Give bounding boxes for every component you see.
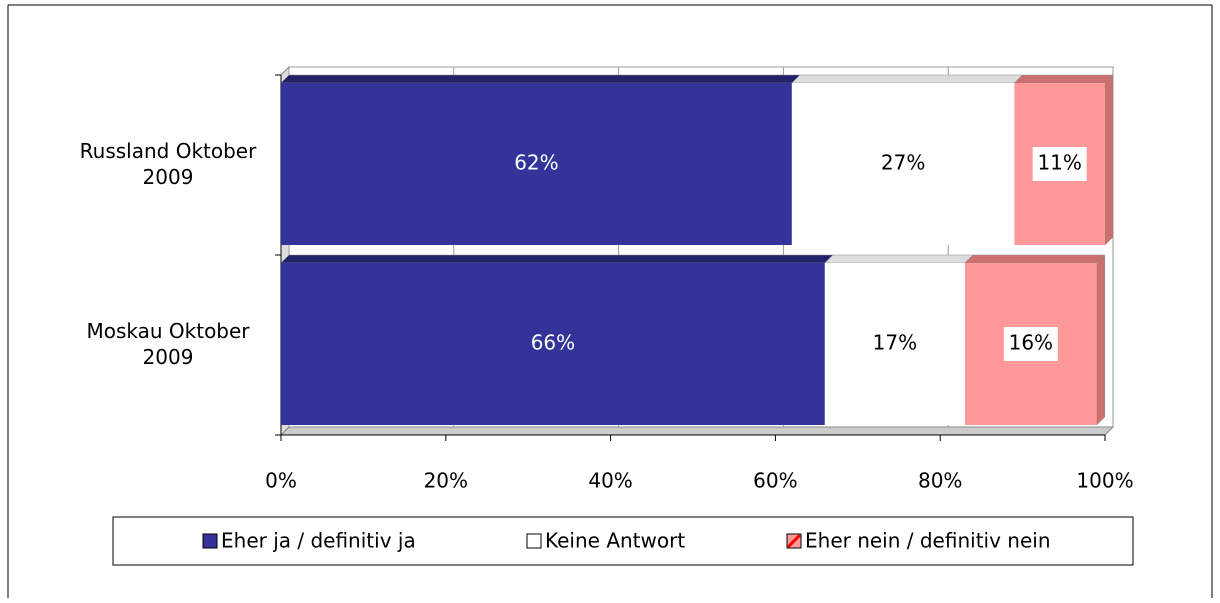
bar-side	[1096, 254, 1106, 426]
legend-label: Keine Antwort	[545, 529, 685, 553]
label-bg	[1032, 147, 1087, 181]
value-label: 16%	[1009, 331, 1053, 355]
x-tick-label: 80%	[918, 469, 962, 493]
value-label: 11%	[1037, 151, 1081, 175]
value-label: 27%	[881, 151, 925, 175]
legend-box	[112, 516, 1134, 566]
bar	[281, 263, 825, 425]
bar-top	[791, 74, 1023, 84]
bar	[281, 83, 792, 245]
legend-hatch	[786, 533, 802, 549]
legend-marker	[526, 533, 542, 549]
x-tick-label: 60%	[753, 469, 797, 493]
x-tick-label: 100%	[1076, 469, 1133, 493]
legend-label: Eher nein / definitiv nein	[805, 529, 1051, 553]
label-bg	[1003, 327, 1058, 361]
bar-top	[824, 254, 974, 264]
x-tick-label: 40%	[588, 469, 632, 493]
bar-top	[964, 254, 1106, 264]
value-label: 62%	[514, 151, 558, 175]
x-tick-label: 20%	[424, 469, 468, 493]
bar	[824, 263, 965, 425]
bar-side	[1104, 74, 1114, 246]
legend-marker	[202, 533, 218, 549]
bar-top	[280, 74, 801, 84]
value-label: 17%	[873, 331, 917, 355]
y-tick-label: Moskau Oktober 2009	[86, 319, 250, 369]
bar-top	[280, 254, 834, 264]
x-tick-label: 0%	[265, 469, 297, 493]
floor	[279, 426, 1115, 436]
value-label: 66%	[531, 331, 575, 355]
bar-top	[1013, 74, 1114, 84]
y-tick-label: Russland Oktober 2009	[79, 139, 257, 189]
bar	[791, 83, 1015, 245]
legend-label: Eher ja / definitiv ja	[221, 529, 416, 553]
